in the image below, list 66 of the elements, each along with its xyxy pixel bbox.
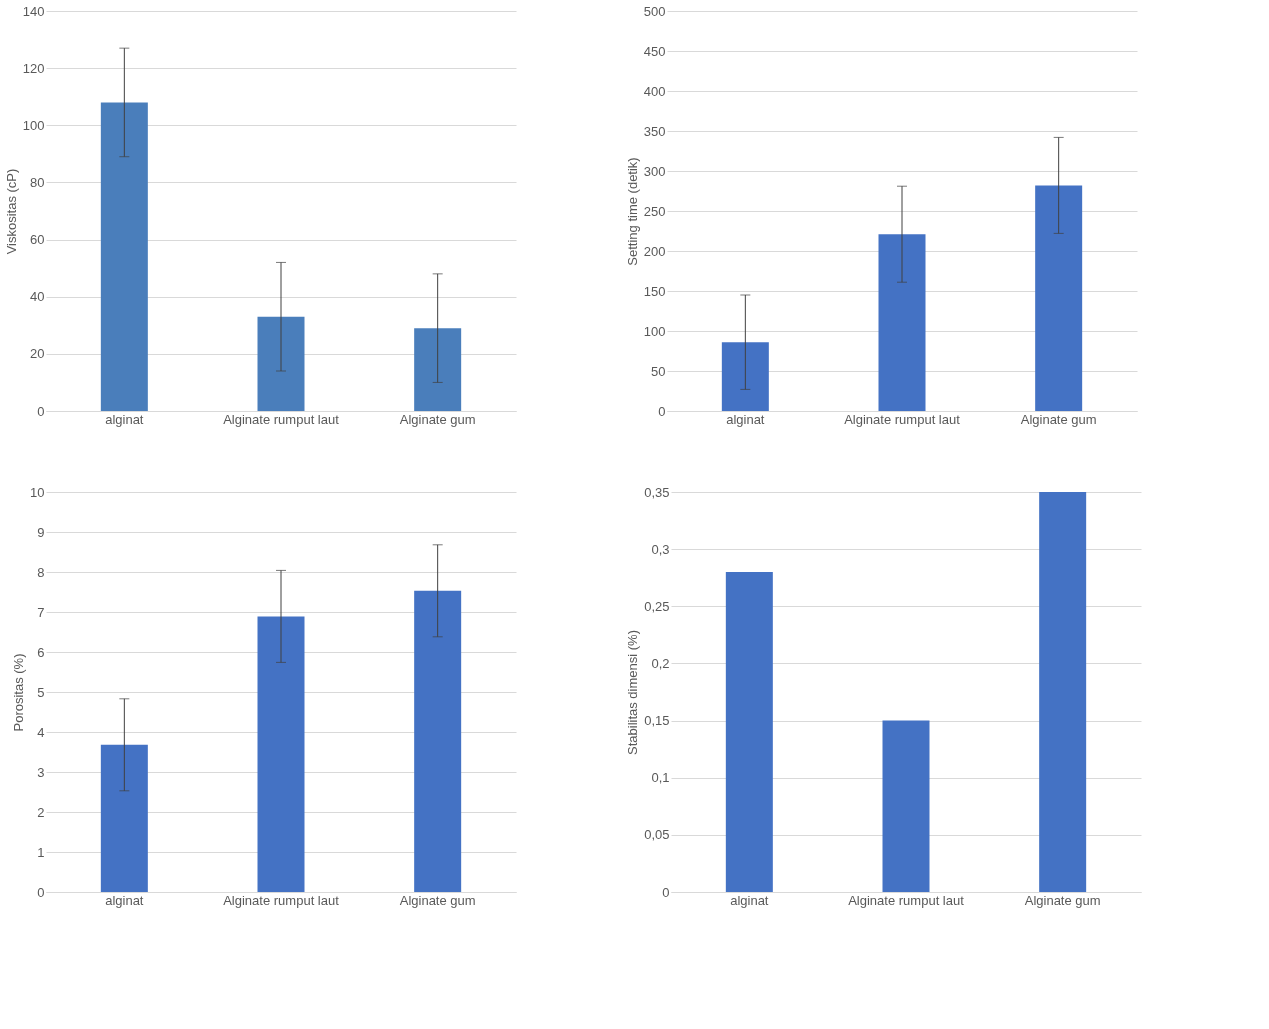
- y-tick-label: 140: [22, 3, 45, 19]
- y-tick-label: 2: [37, 804, 45, 820]
- bar: [1035, 185, 1083, 411]
- y-tick-label: 60: [30, 232, 45, 248]
- y-tick-label: 200: [643, 243, 666, 259]
- x-tick-label: Alginate gum: [399, 411, 476, 427]
- y-tick-label: 250: [643, 203, 666, 219]
- y-tick-label: 0: [662, 884, 670, 900]
- y-tick-label: 0,25: [644, 598, 670, 614]
- bar: [878, 234, 926, 411]
- y-tick-label: 8: [37, 564, 45, 580]
- bar: [100, 744, 148, 892]
- bar: [725, 572, 773, 892]
- bar: [257, 616, 305, 892]
- x-tick-label: Alginate rumput laut: [844, 411, 961, 427]
- y-tick-label: 80: [30, 174, 45, 190]
- bar: [414, 590, 462, 892]
- y-axis-title: Viskositas (cP): [3, 168, 19, 255]
- y-tick-label: 0,05: [644, 827, 670, 843]
- bar: [1039, 492, 1087, 892]
- y-tick-label: 0: [37, 884, 45, 900]
- x-tick-label: Alginate gum: [1024, 892, 1101, 908]
- bar: [721, 342, 769, 411]
- y-tick-label: 120: [22, 60, 45, 76]
- y-tick-label: 100: [643, 323, 666, 339]
- y-tick-label: 20: [30, 346, 45, 362]
- y-axis-title: Stabilitas dimensi (%): [625, 630, 641, 755]
- y-tick-label: 300: [643, 163, 666, 179]
- bar: [100, 102, 148, 411]
- x-tick-label: alginat: [105, 411, 144, 427]
- y-tick-label: 0: [658, 403, 666, 419]
- y-tick-label: 350: [643, 123, 666, 139]
- y-tick-label: 0,1: [651, 770, 670, 786]
- y-tick-label: 9: [37, 524, 45, 540]
- y-tick-label: 150: [643, 283, 666, 299]
- y-tick-label: 10: [30, 484, 45, 500]
- y-tick-label: 0,15: [644, 713, 670, 729]
- y-tick-label: 6: [37, 644, 45, 660]
- y-tick-label: 7: [37, 604, 45, 620]
- y-tick-label: 500: [643, 3, 666, 19]
- bar: [882, 720, 930, 892]
- y-tick-label: 40: [30, 289, 45, 305]
- bar: [414, 328, 462, 411]
- y-tick-label: 0,35: [644, 484, 670, 500]
- bar: [257, 316, 305, 411]
- y-tick-label: 400: [643, 83, 666, 99]
- x-tick-label: alginat: [730, 892, 769, 908]
- y-tick-label: 0: [37, 403, 45, 419]
- x-tick-label: alginat: [105, 892, 144, 908]
- y-axis-title: Porositas (%): [11, 653, 27, 732]
- y-axis-title: Setting time (detik): [624, 157, 640, 266]
- x-tick-label: Alginate rumput laut: [223, 892, 340, 908]
- y-tick-label: 0,2: [651, 655, 670, 671]
- y-tick-label: 5: [37, 684, 45, 700]
- y-tick-label: 1: [37, 844, 45, 860]
- x-tick-label: Alginate gum: [1020, 411, 1097, 427]
- y-tick-label: 100: [22, 117, 45, 133]
- x-tick-label: Alginate gum: [399, 892, 476, 908]
- y-tick-label: 0,3: [651, 541, 670, 557]
- x-tick-label: Alginate rumput laut: [223, 411, 340, 427]
- y-tick-label: 50: [651, 363, 666, 379]
- y-tick-label: 4: [37, 724, 45, 740]
- y-tick-label: 3: [37, 764, 45, 780]
- x-tick-label: alginat: [726, 411, 765, 427]
- x-tick-label: Alginate rumput laut: [848, 892, 965, 908]
- y-tick-label: 450: [643, 43, 666, 59]
